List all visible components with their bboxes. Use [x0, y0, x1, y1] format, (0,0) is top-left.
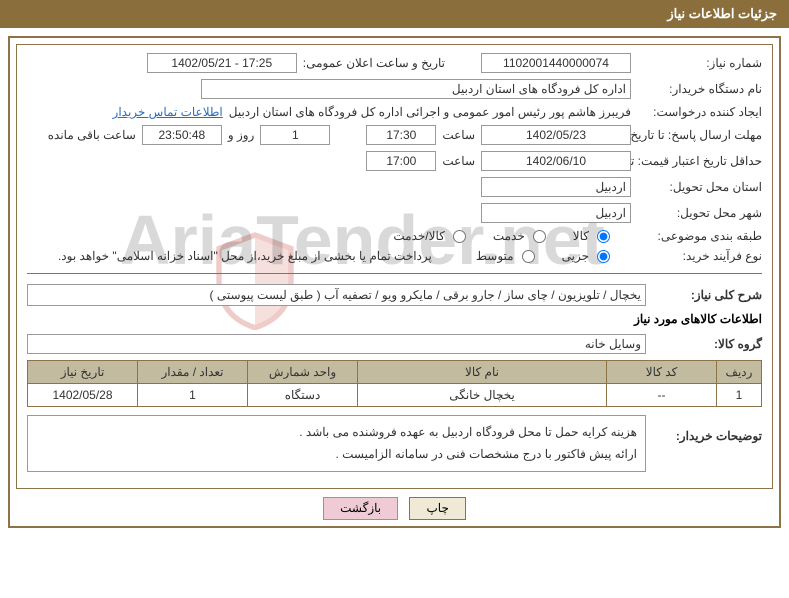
field-valid-date: 1402/06/10	[481, 151, 631, 171]
field-overview: یخچال / تلویزیون / چای ساز / جارو برقی /…	[27, 284, 646, 306]
field-deadline-time: 17:30	[366, 125, 436, 145]
th-unit: واحد شمارش	[248, 361, 358, 384]
label-days-and: روز و	[228, 128, 255, 142]
th-qty: تعداد / مقدار	[138, 361, 248, 384]
th-code: کد کالا	[607, 361, 717, 384]
label-valid-until: حداقل تاریخ اعتبار قیمت: تا تاریخ:	[637, 154, 762, 168]
label-buyer-org: نام دستگاه خریدار:	[637, 82, 762, 96]
separator-1	[27, 273, 762, 274]
label-goods-group: گروه کالا:	[652, 337, 762, 351]
field-valid-time: 17:00	[366, 151, 436, 171]
label-announce-dt: تاریخ و ساعت اعلان عمومی:	[303, 56, 445, 70]
outer-frame: شماره نیاز: 1102001440000074 تاریخ و ساع…	[8, 36, 781, 528]
field-need-no: 1102001440000074	[481, 53, 631, 73]
field-city: اردبیل	[481, 203, 631, 223]
panel-title: جزئیات اطلاعات نیاز	[667, 6, 777, 21]
value-requester: فریبرز هاشم پور رئیس امور عمومی و اجرائی…	[229, 105, 631, 119]
notes-line-2: ارائه پیش فاکتور با درج مشخصات فنی در سا…	[36, 444, 637, 466]
label-hour-1: ساعت	[442, 128, 475, 142]
back-button[interactable]: بازگشت	[323, 497, 398, 520]
th-name: نام کالا	[358, 361, 607, 384]
cell-date: 1402/05/28	[28, 384, 138, 407]
field-goods-group: وسایل خانه	[27, 334, 646, 354]
field-announce-dt: 1402/05/21 - 17:25	[147, 53, 297, 73]
goods-table: ردیف کد کالا نام کالا واحد شمارش تعداد /…	[27, 360, 762, 407]
field-buyer-org: اداره کل فرودگاه های استان اردبیل	[201, 79, 631, 99]
th-date: تاریخ نیاز	[28, 361, 138, 384]
field-days-left: 1	[260, 125, 330, 145]
label-requester: ایجاد کننده درخواست:	[637, 105, 762, 119]
cell-idx: 1	[717, 384, 762, 407]
radio-cat-goods[interactable]	[597, 230, 610, 243]
label-proc-small: جزیی	[562, 249, 589, 263]
field-deadline-date: 1402/05/23	[481, 125, 631, 145]
radio-proc-med[interactable]	[522, 250, 535, 263]
label-category: طبقه بندی موضوعی:	[637, 229, 762, 243]
label-proc-med: متوسط	[476, 249, 514, 263]
inner-frame: شماره نیاز: 1102001440000074 تاریخ و ساع…	[16, 44, 773, 489]
field-time-left: 23:50:48	[142, 125, 222, 145]
cell-qty: 1	[138, 384, 248, 407]
radio-cat-service[interactable]	[533, 230, 546, 243]
th-idx: ردیف	[717, 361, 762, 384]
label-overview: شرح کلی نیاز:	[652, 288, 762, 302]
table-row: 1 -- یخچال خانگی دستگاه 1 1402/05/28	[28, 384, 762, 407]
label-proc-type: نوع فرآیند خرید:	[637, 249, 762, 263]
radio-cat-both[interactable]	[453, 230, 466, 243]
label-cat-goods: کالا	[573, 229, 589, 243]
cell-unit: دستگاه	[248, 384, 358, 407]
label-remaining: ساعت باقی مانده	[48, 128, 136, 142]
payment-note: پرداخت تمام یا بخشی از مبلغ خرید،از محل …	[58, 249, 432, 263]
cell-name: یخچال خانگی	[358, 384, 607, 407]
label-city: شهر محل تحویل:	[637, 206, 762, 220]
label-deadline: مهلت ارسال پاسخ: تا تاریخ:	[637, 128, 762, 142]
label-hour-2: ساعت	[442, 154, 475, 168]
radio-proc-small[interactable]	[597, 250, 610, 263]
print-button[interactable]: چاپ	[409, 497, 465, 520]
button-row: چاپ بازگشت	[16, 497, 773, 520]
cell-code: --	[607, 384, 717, 407]
label-need-no: شماره نیاز:	[637, 56, 762, 70]
panel-header: جزئیات اطلاعات نیاز	[0, 0, 789, 28]
notes-line-1: هزینه کرایه حمل تا محل فرودگاه اردبیل به…	[36, 422, 637, 444]
link-buyer-contact[interactable]: اطلاعات تماس خریدار	[113, 105, 223, 119]
label-cat-service: خدمت	[493, 229, 525, 243]
label-cat-both: کالا/خدمت	[393, 229, 444, 243]
field-province: اردبیل	[481, 177, 631, 197]
label-province: استان محل تحویل:	[637, 180, 762, 194]
section-goods-info: اطلاعات کالاهای مورد نیاز	[27, 312, 762, 326]
buyer-notes-box: هزینه کرایه حمل تا محل فرودگاه اردبیل به…	[27, 415, 646, 472]
label-buyer-notes: توضیحات خریدار:	[652, 415, 762, 443]
